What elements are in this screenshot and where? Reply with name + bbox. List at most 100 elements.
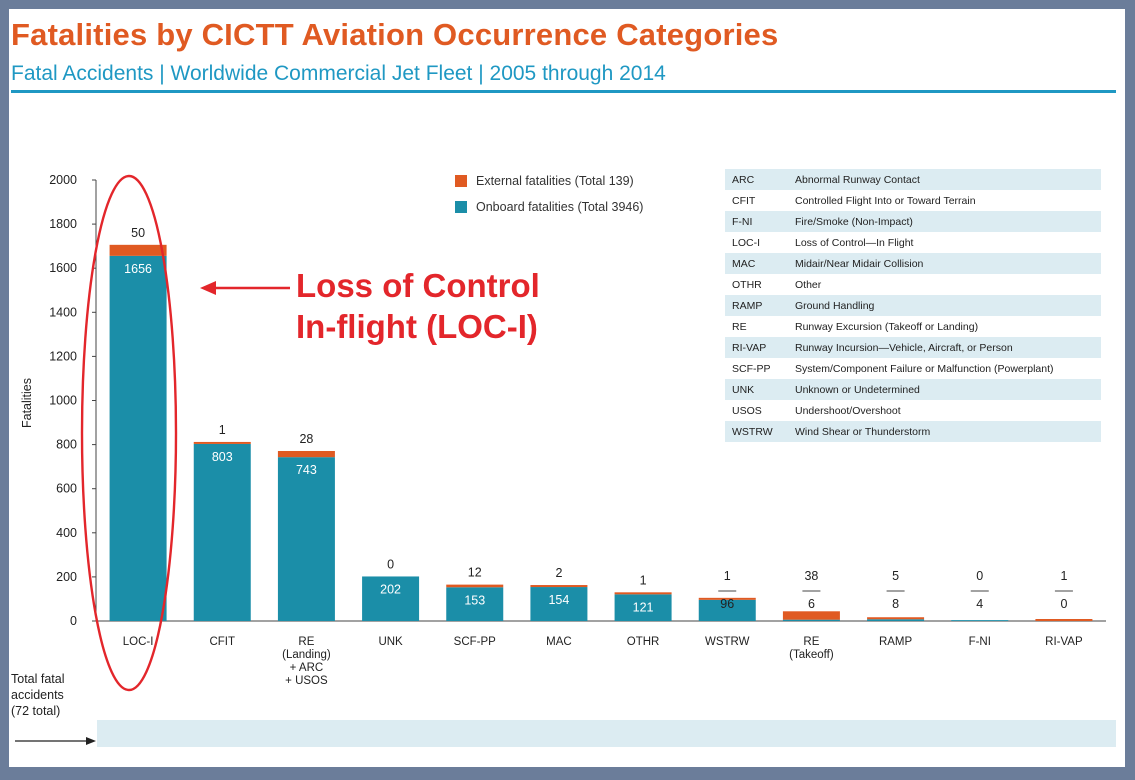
bar-external (1035, 619, 1093, 621)
abbreviation-code: WSTRW (732, 425, 773, 438)
y-tick-label: 1200 (49, 349, 77, 363)
label-external: 1 (724, 569, 731, 583)
x-tick-label: + ARC (290, 662, 324, 674)
abbreviation-code: ARC (732, 173, 755, 186)
bar-onboard (446, 587, 504, 621)
legend: External fatalities (Total 139) Onboard … (455, 171, 643, 223)
bar-external (867, 617, 925, 620)
x-tick-label: OTHR (627, 636, 660, 648)
abbreviation-code: RE (732, 320, 747, 333)
abbreviation-meaning: Unknown or Undetermined (795, 383, 920, 396)
label-onboard: 202 (380, 582, 401, 596)
label-external: 38 (804, 569, 818, 583)
abbreviation-code: OTHR (732, 278, 762, 291)
total-label-line-3: (72 total) (11, 704, 61, 718)
label-external: 50 (131, 226, 145, 240)
abbreviation-meaning: Controlled Flight Into or Toward Terrain (795, 194, 976, 207)
bar-onboard (362, 576, 420, 621)
y-tick-label: 400 (56, 526, 77, 540)
abbreviation-row: MAC Midair/Near Midair Collision (725, 253, 1101, 274)
y-tick-label: 1600 (49, 261, 77, 275)
x-tick-label: CFIT (209, 636, 235, 648)
bar-onboard (277, 457, 335, 621)
label-external: 0 (387, 557, 394, 571)
bar-external (698, 597, 756, 600)
chart-subtitle: Fatal Accidents | Worldwide Commercial J… (11, 62, 666, 85)
callout-arrow-head (200, 281, 216, 295)
bar-external (109, 244, 167, 256)
bar-onboard (193, 443, 251, 621)
total-accidents-label: Total fatal accidents (72 total) (11, 671, 65, 719)
abbreviation-row: ARC Abnormal Runway Contact (725, 169, 1101, 190)
abbreviation-code: USOS (732, 404, 762, 417)
abbreviation-code: UNK (732, 383, 755, 396)
callout-line-1: Loss of Control (296, 267, 540, 304)
x-tick-label: MAC (546, 636, 572, 648)
label-onboard: 803 (212, 450, 233, 464)
abbreviation-row: RAMP Ground Handling (725, 295, 1101, 316)
label-external: 12 (468, 566, 482, 580)
y-tick-label: 200 (56, 570, 77, 584)
bar-external (193, 441, 251, 444)
chart-title: Fatalities by CICTT Aviation Occurrence … (11, 17, 779, 52)
bar-onboard (867, 619, 925, 621)
y-axis-label: Fatalities (20, 378, 34, 428)
label-external: 1 (1060, 569, 1067, 583)
y-tick-label: 800 (56, 438, 77, 452)
x-tick-label: RAMP (879, 636, 913, 648)
total-label-line-2: accidents (11, 688, 64, 702)
abbreviation-code: LOC-I (732, 236, 761, 249)
abbreviation-row: UNK Unknown or Undetermined (725, 379, 1101, 400)
abbreviation-row: CFIT Controlled Flight Into or Toward Ter… (725, 190, 1101, 211)
abbreviation-meaning: Ground Handling (795, 299, 875, 312)
label-onboard: 0 (1060, 597, 1067, 611)
abbreviation-meaning: System/Component Failure or Malfunction … (795, 362, 1054, 375)
legend-swatch-onboard (455, 201, 467, 213)
label-onboard: 1656 (124, 262, 152, 276)
x-tick-label: UNK (378, 636, 403, 648)
abbreviation-row: RI-VAP Runway Incursion—Vehicle, Aircraft… (725, 337, 1101, 358)
x-tick-label: + USOS (285, 675, 328, 687)
label-external: 2 (555, 566, 562, 580)
x-tick-label: F-NI (969, 636, 991, 648)
label-external: 5 (892, 569, 899, 583)
bar-onboard (530, 587, 588, 621)
abbreviation-row: SCF-PP System/Component Failure or Malfun… (725, 358, 1101, 379)
total-label-line-1: Total fatal (11, 672, 65, 686)
y-tick-label: 600 (56, 482, 77, 496)
abbreviation-meaning: Wind Shear or Thunderstorm (795, 425, 931, 438)
abbreviation-code: CFIT (732, 194, 756, 207)
label-onboard: 4 (976, 597, 983, 611)
y-tick-label: 1800 (49, 217, 77, 231)
legend-swatch-external (455, 175, 467, 187)
y-tick-label: 1000 (49, 394, 77, 408)
abbreviation-meaning: Other (795, 278, 822, 291)
x-tick-label: LOC-I (123, 636, 154, 648)
abbreviation-row: OTHR Other (725, 274, 1101, 295)
bar-onboard (951, 620, 1009, 621)
bar-onboard (782, 619, 840, 621)
x-tick-label: RE (803, 636, 819, 648)
x-tick-label: (Landing) (282, 649, 331, 661)
abbreviation-meaning: Runway Excursion (Takeoff or Landing) (795, 320, 979, 333)
label-onboard: 743 (296, 463, 317, 477)
abbreviation-meaning: Fire/Smoke (Non-Impact) (795, 215, 913, 228)
y-tick-label: 2000 (49, 173, 77, 187)
abbreviation-code: MAC (732, 257, 756, 270)
loc-i-callout: Loss of Control In-flight (LOC-I) (296, 265, 540, 347)
abbreviation-row: WSTRW Wind Shear or Thunderstorm (725, 421, 1101, 442)
abbreviation-meaning: Undershoot/Overshoot (795, 404, 901, 417)
abbreviation-row: RE Runway Excursion (Takeoff or Landing) (725, 316, 1101, 337)
label-external: 28 (299, 432, 313, 446)
x-tick-label: RE (298, 636, 314, 648)
abbreviation-code: RI-VAP (732, 341, 767, 354)
abbreviation-row: USOS Undershoot/Overshoot (725, 400, 1101, 421)
x-tick-label: SCF-PP (454, 636, 497, 648)
label-onboard: 121 (633, 600, 654, 614)
label-onboard: 153 (464, 593, 485, 607)
total-accidents-strip (97, 720, 1116, 747)
bar-external (614, 592, 672, 595)
label-onboard: 6 (808, 597, 815, 611)
abbreviation-meaning: Loss of Control—In Flight (795, 236, 914, 249)
abbreviation-code: RAMP (732, 299, 763, 312)
